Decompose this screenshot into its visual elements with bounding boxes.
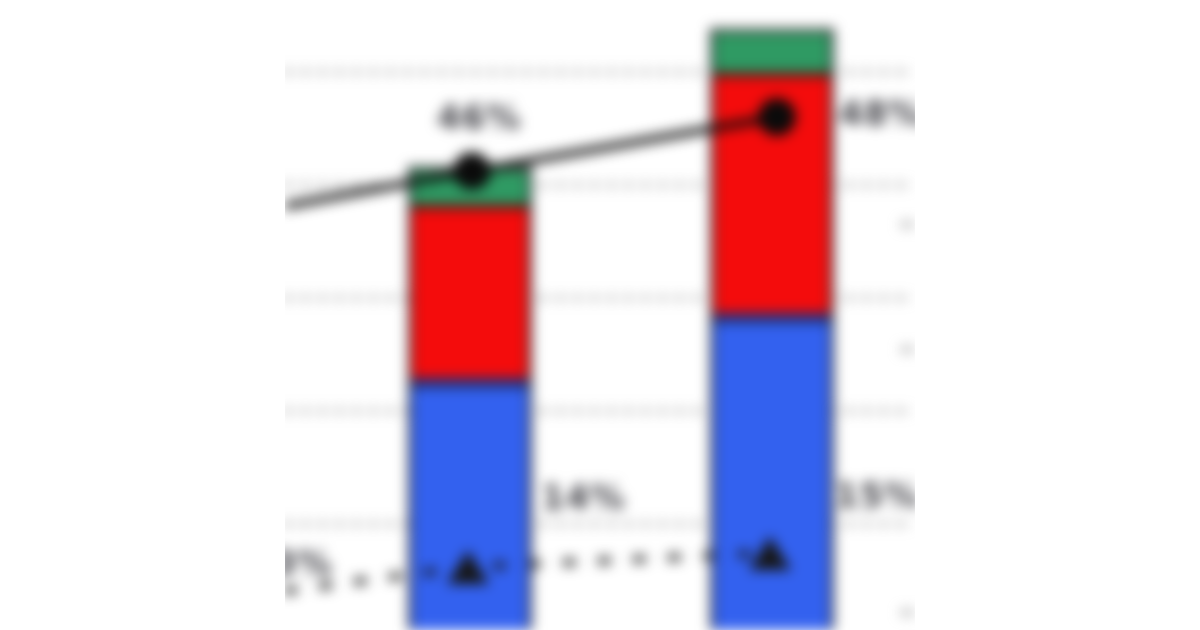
gridline (285, 183, 915, 187)
axis-tick (901, 610, 913, 615)
value-label-solid-1: 46% (437, 98, 522, 138)
bar-segment-blue (714, 323, 830, 630)
value-label-dashed-2: 15% (835, 476, 915, 516)
circle-marker (453, 152, 491, 190)
bar-segment-navy_divider (412, 378, 528, 388)
bar-segment-blue (412, 388, 528, 630)
bar-segment-green_red_edge (412, 204, 528, 209)
dashed-trend-line (285, 549, 771, 595)
bar-segment-green_red_edge (714, 72, 830, 77)
gridline (285, 70, 915, 74)
value-label-solid-2: 48% (839, 94, 915, 134)
value-label-dashed-1: 14% (541, 478, 626, 518)
bar-segment-green (714, 33, 830, 72)
bar-segment-navy_divider (714, 313, 830, 323)
gridline (285, 409, 915, 413)
gridline (285, 522, 915, 526)
triangle-marker (447, 550, 489, 584)
gridline (285, 296, 915, 300)
axis-tick (901, 222, 913, 227)
chart-blur-layer: 46% 48% 14% 15% 3% (285, 0, 915, 630)
stacked-bar-2 (710, 28, 834, 630)
axis-tick (901, 347, 913, 352)
line-overlay (285, 98, 796, 595)
value-label-dashed-clipped: 3% (285, 544, 333, 584)
bar-segment-red (412, 209, 528, 378)
circle-marker (758, 98, 796, 136)
bar-segment-green_top_edge (714, 28, 830, 33)
chart-viewport: 46% 48% 14% 15% 3% (285, 0, 915, 630)
triangle-marker (749, 536, 791, 570)
solid-trend-line (285, 113, 778, 210)
